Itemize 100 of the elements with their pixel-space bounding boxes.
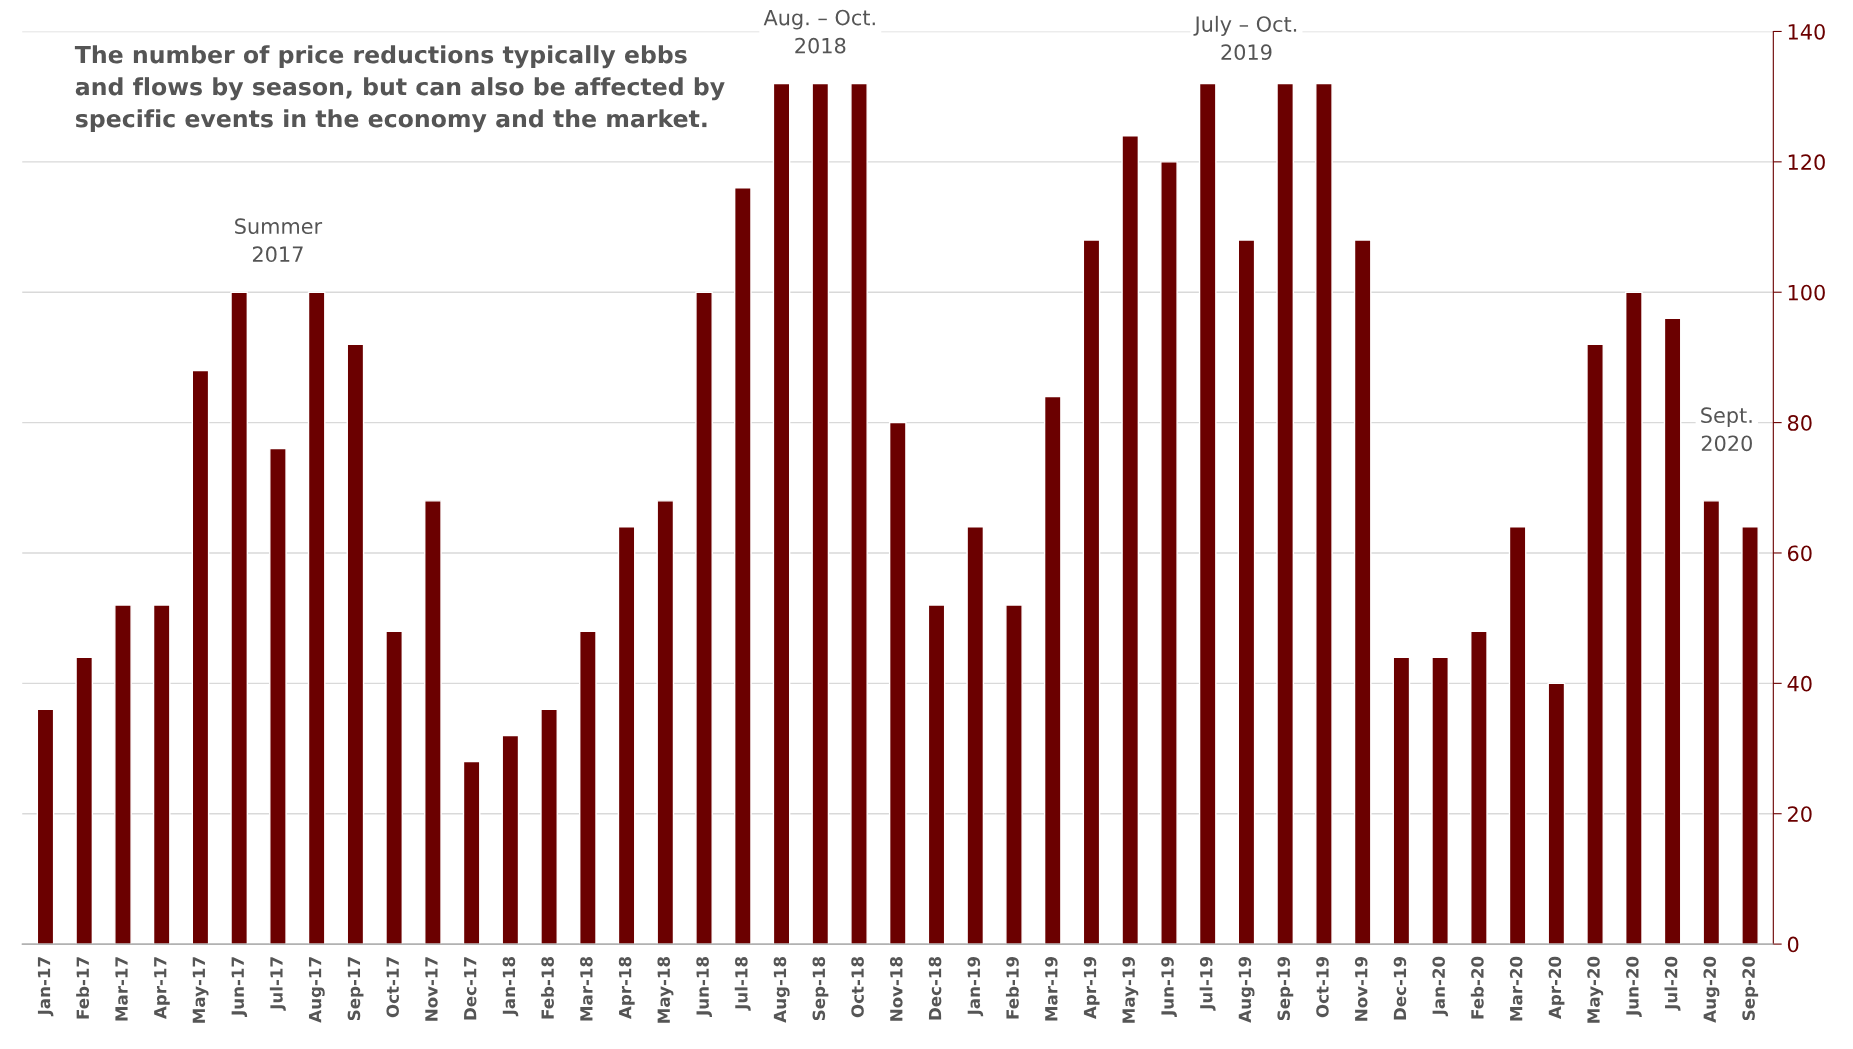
bar [966, 526, 985, 945]
bar [1353, 239, 1372, 945]
annotation: July – Oct. 2019 [1193, 15, 1297, 61]
bar [462, 760, 481, 945]
x-tick-label: Oct-18 [851, 956, 864, 1018]
annotation: The number of price reductions typically ebbs and flows by season, but can also be affected by specific events in the economy and the market. [74, 45, 725, 133]
bar [307, 291, 326, 945]
y-tick-label: 60 [1787, 545, 1812, 562]
y-tick-label: 80 [1787, 415, 1812, 431]
bar [1276, 82, 1295, 945]
y-tick-label: 100 [1788, 284, 1825, 301]
y-tick-label: 0 [1787, 936, 1799, 953]
x-tick-label: Jan-17 [37, 957, 54, 1017]
bar [1121, 135, 1140, 945]
bar [1741, 526, 1759, 945]
annotation: Sept. 2020 [1701, 407, 1752, 452]
x-tick-label: Oct-17 [386, 957, 399, 1018]
x-tick-label: Dec-19 [1393, 956, 1407, 1020]
bar [1160, 161, 1178, 945]
bar [191, 369, 210, 945]
x-tick-label: Mar-17 [115, 957, 128, 1021]
x-tick-label: Jul-17 [269, 957, 286, 1011]
bar [540, 708, 558, 945]
y-tick-label: 40 [1787, 675, 1812, 692]
x-tick-label: May-17 [192, 957, 209, 1023]
x-tick-label: May-20 [1587, 956, 1604, 1023]
y-tick-label: 20 [1788, 806, 1812, 822]
x-tick-label: Aug-17 [308, 957, 325, 1023]
bar [927, 604, 946, 945]
bar [230, 291, 249, 945]
x-tick-label: Aug-18 [773, 956, 790, 1023]
bar [1702, 500, 1721, 945]
bar [1043, 395, 1062, 945]
x-tick-label: Sep-20 [1742, 956, 1759, 1021]
x-tick-label: Nov-18 [890, 956, 903, 1021]
x-tick-label: Apr-18 [618, 956, 635, 1019]
bar [1508, 526, 1527, 945]
bar [114, 604, 132, 945]
x-tick-label: May-18 [657, 956, 674, 1023]
x-tick-label: Feb-17 [76, 957, 90, 1019]
bar [733, 187, 752, 945]
bar [152, 604, 171, 945]
bar [1547, 682, 1566, 945]
bar [888, 421, 907, 945]
x-tick-label: Apr-17 [154, 957, 170, 1019]
bar [1392, 656, 1411, 945]
bar [1663, 317, 1682, 945]
bar [1198, 82, 1217, 945]
x-tick-label: Mar-20 [1509, 956, 1523, 1021]
x-tick-label: Sep-17 [347, 957, 364, 1021]
bar [811, 82, 830, 945]
bar [656, 500, 675, 945]
annotation: Summer 2017 [235, 218, 323, 263]
bar [695, 291, 713, 945]
y-tick-label: 140 [1788, 23, 1825, 40]
x-tick-label: Aug-19 [1238, 956, 1255, 1023]
annotation: Aug. – Oct. 2018 [763, 9, 875, 54]
x-tick-label: Sep-18 [812, 956, 829, 1021]
bar [1625, 291, 1643, 945]
y-tick-label: 120 [1788, 154, 1825, 171]
x-tick-label: Jun-17 [231, 957, 248, 1017]
x-tick-label: Feb-20 [1470, 956, 1484, 1019]
bar [617, 526, 636, 945]
x-tick-label: Jul-20 [1664, 956, 1681, 1011]
bar [1315, 82, 1333, 945]
bar [346, 343, 365, 945]
x-tick-label: Jun-19 [1161, 956, 1177, 1017]
x-tick-label: Dec-17 [464, 957, 477, 1020]
x-tick-label: Jul-19 [1199, 956, 1216, 1011]
x-tick-label: Jul-18 [734, 956, 751, 1011]
x-tick-label: Mar-18 [580, 956, 593, 1021]
x-tick-label: Mar-19 [1044, 956, 1058, 1021]
x-tick-label: Oct-19 [1316, 956, 1329, 1018]
x-tick-label: Jan-20 [1432, 956, 1449, 1017]
bar [1237, 239, 1256, 945]
bar [385, 630, 403, 945]
x-tick-label: Sep-19 [1277, 956, 1294, 1021]
x-tick-label: Aug-20 [1703, 956, 1720, 1023]
bar [1431, 656, 1449, 945]
x-tick-label: Jan-18 [502, 956, 519, 1017]
bar [36, 708, 55, 945]
x-tick-label: May-19 [1122, 956, 1139, 1023]
x-tick-label: Feb-18 [541, 956, 554, 1019]
bar [1005, 604, 1023, 945]
bar [850, 82, 868, 945]
bar [269, 447, 287, 945]
x-tick-label: Nov-19 [1354, 956, 1368, 1021]
x-tick-label: Feb-19 [1005, 956, 1019, 1019]
bar [579, 630, 597, 945]
x-tick-label: Dec-18 [928, 956, 942, 1020]
bar [501, 734, 520, 945]
x-tick-label: Apr-19 [1083, 956, 1100, 1019]
x-tick-label: Nov-17 [425, 957, 438, 1021]
x-tick-label: Apr-20 [1548, 956, 1565, 1019]
x-tick-label: Jan-19 [967, 956, 984, 1017]
x-tick-label: Jun-20 [1626, 956, 1642, 1017]
bar [424, 500, 442, 945]
bar [1586, 343, 1604, 945]
bar [75, 656, 94, 945]
bar [1082, 239, 1101, 945]
